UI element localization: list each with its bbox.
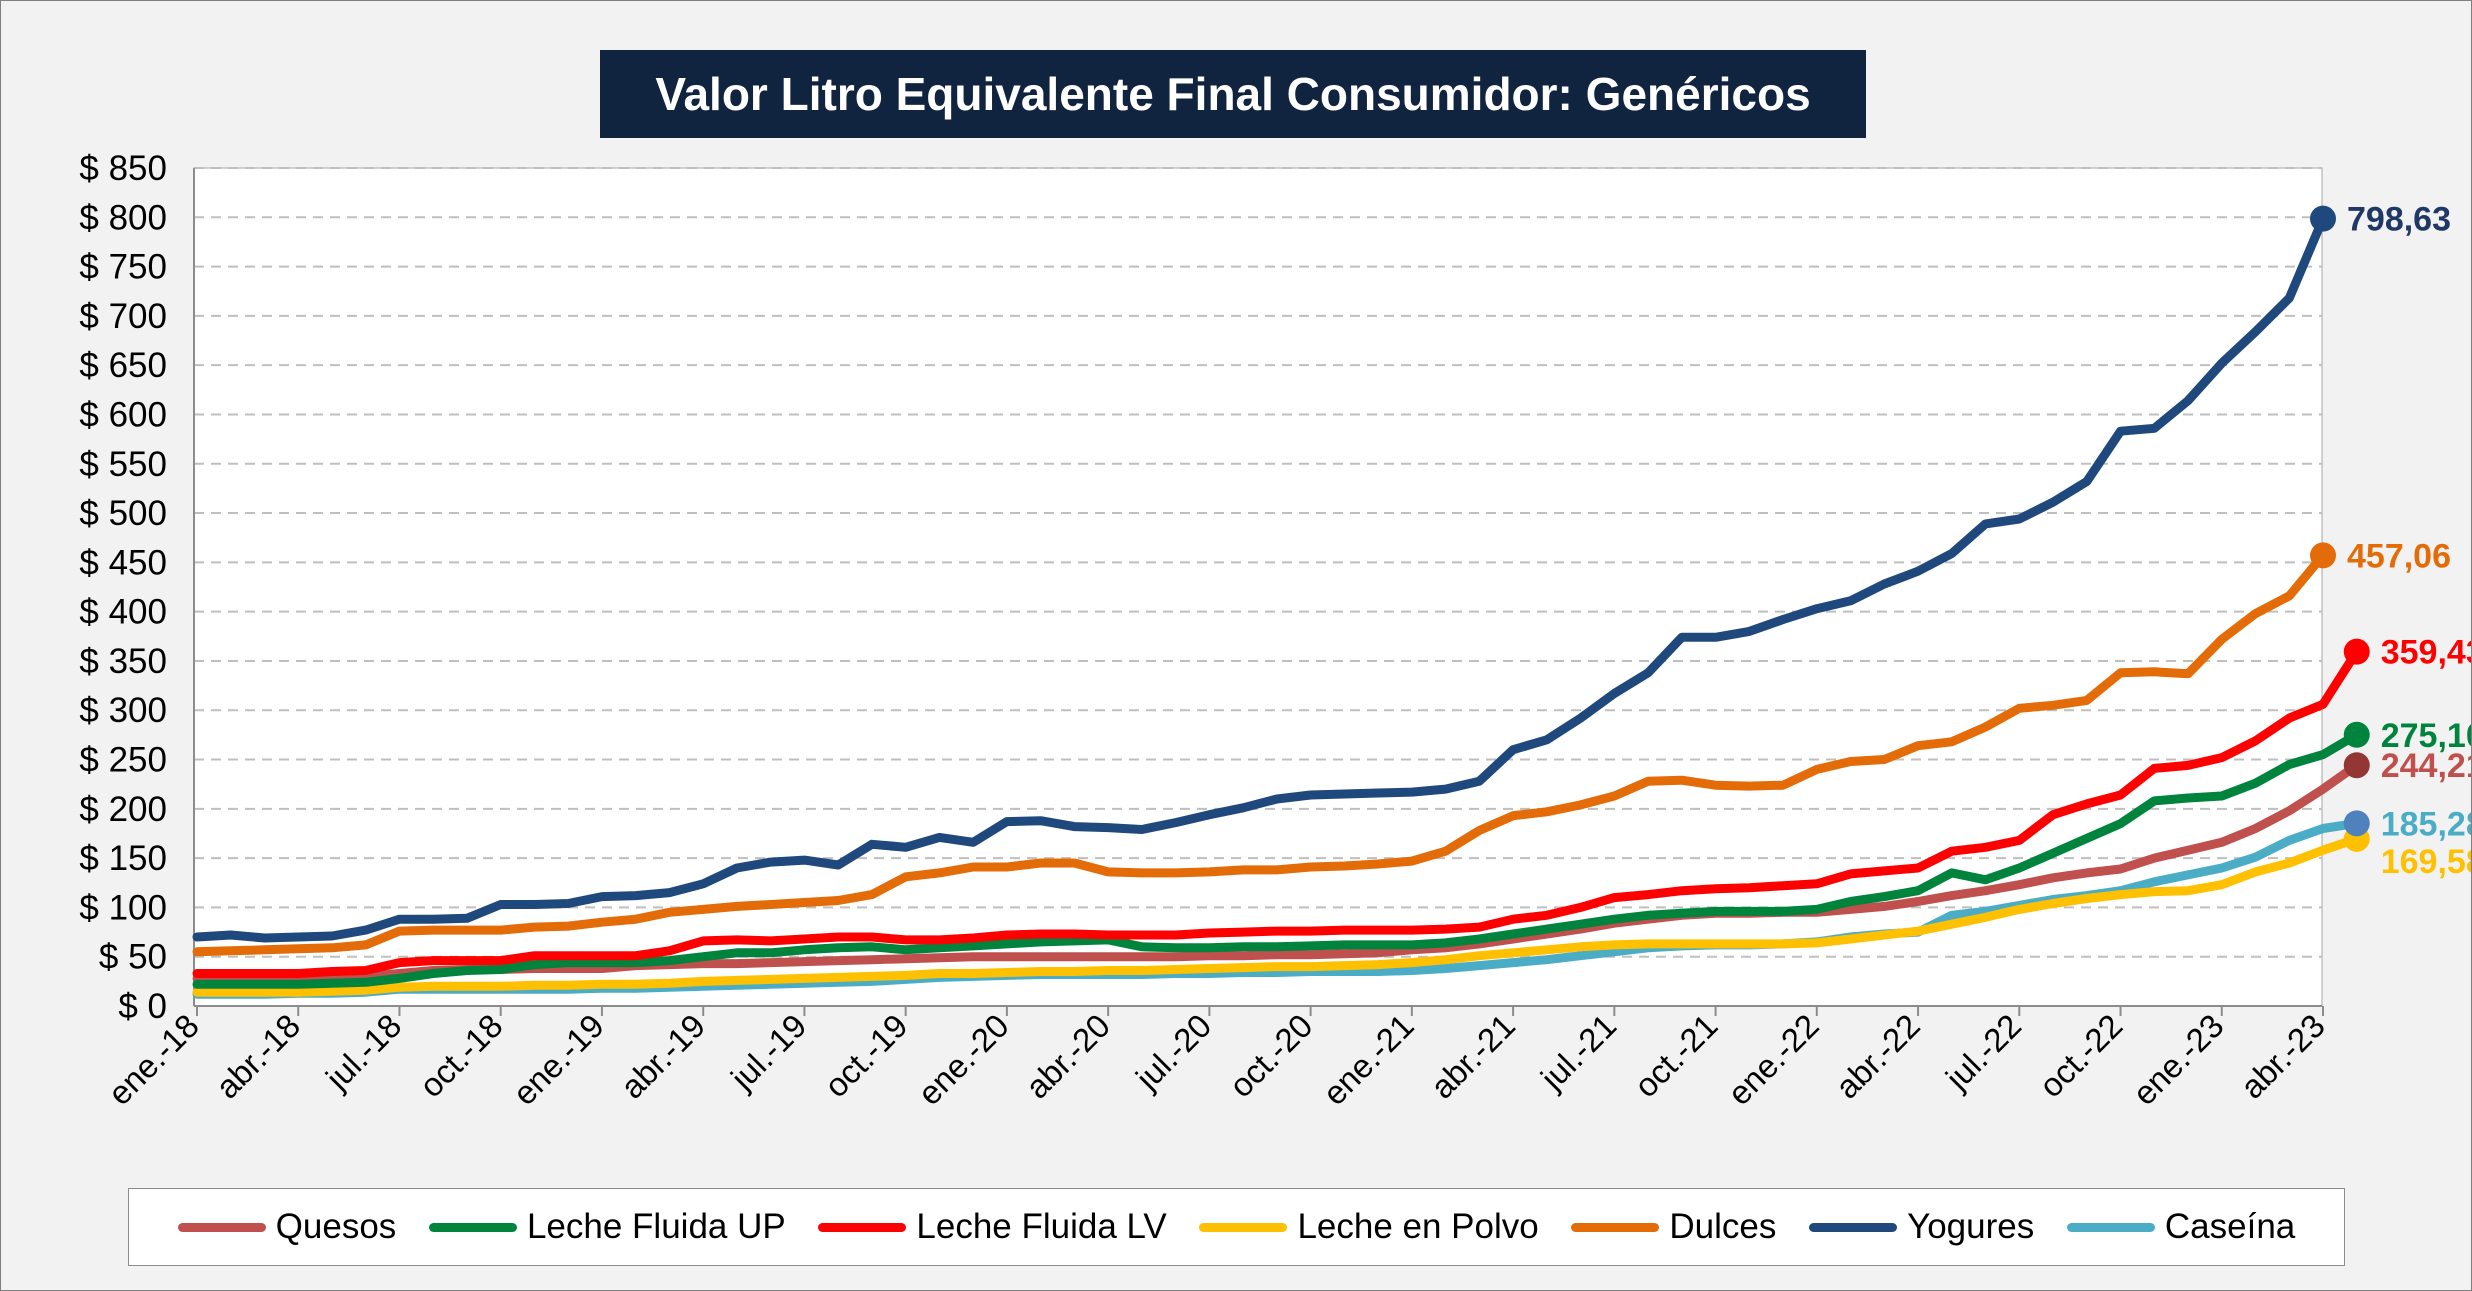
legend-label-yogures: Yogures [1907,1207,2035,1246]
end-value-label: 185,28 [2381,805,2471,843]
x-tick-label: abr.-22 [1828,1007,1927,1106]
end-value-label: 457,06 [2347,537,2451,575]
legend-swatch-dulces [1571,1222,1660,1232]
legend-label-caseina: Caseína [2164,1207,2296,1246]
x-tick-label: abr.-18 [208,1007,307,1106]
legend-swatch-leche-fluida-lv [818,1222,907,1232]
y-tick-label: $ 0 [118,987,167,1026]
legend-swatch-yogures [1809,1222,1898,1232]
legend-label-leche-fluida-up: Leche Fluida UP [526,1207,786,1246]
x-tick-label: oct.-18 [412,1007,510,1105]
y-tick-label: $ 800 [79,198,167,237]
end-value-label: 359,43 [2381,634,2471,672]
x-tick-label: abr.-23 [2233,1007,2332,1106]
legend-swatch-leche-en-polvo [1199,1222,1288,1232]
x-tick-label: ene.-23 [2125,1007,2230,1112]
legend-swatch-leche-fluida-up [428,1222,517,1232]
end-value-label: 275,10 [2381,717,2471,755]
y-tick-label: $ 100 [79,888,167,927]
legend-item-yogures: Yogures [1809,1207,2034,1247]
end-value-label: 169,58 [2381,843,2471,881]
end-markers-layer: 244,21275,10 359,43 169,58 457,06 798,63 185,… [2310,201,2471,881]
legend-label-quesos: Quesos [275,1207,397,1246]
series-line-dulces [192,550,2328,957]
x-tick-label: ene.-19 [506,1007,611,1112]
x-tick-label: oct.-20 [1222,1007,1320,1105]
end-marker [2310,542,2336,569]
y-axis: $ 0 $ 50 $ 100 $ 150 $ 200 $ 250 $ 300 $ 350 $ 4… [79,149,195,1026]
y-tick-label: $ 550 [79,445,167,484]
x-tick-label: jul.-20 [1128,1007,1218,1097]
legend: Quesos Leche Fluida UP Leche Fluida LV L… [128,1188,2345,1266]
legend-item-caseina: Caseína [2066,1207,2296,1247]
end-value-label: 798,63 [2347,201,2451,239]
series-layer [192,214,2362,999]
series-line-leche-en-polvo [192,834,2362,997]
legend-item-dulces: Dulces [1571,1207,1776,1247]
series-line-quesos [192,760,2362,983]
end-marker [2310,205,2336,232]
y-tick-label: $ 200 [79,790,167,829]
legend-label-leche-en-polvo: Leche en Polvo [1297,1207,1539,1246]
x-tick-label: oct.-21 [1627,1007,1725,1105]
x-tick-label: jul.-21 [1533,1007,1623,1097]
x-tick-label: ene.-22 [1720,1007,1825,1112]
y-tick-label: $ 650 [79,346,167,385]
y-tick-label: $ 700 [79,297,167,336]
series-line-yogures [192,214,2328,943]
end-marker [2343,752,2370,779]
x-tick-label: jul.-19 [723,1007,813,1097]
y-tick-label: $ 50 [99,938,167,977]
legend-swatch-quesos [177,1222,266,1232]
chart-title: Valor Litro Equivalente Final Consumidor… [655,68,1811,120]
end-marker [2343,721,2370,748]
x-tick-label: jul.-22 [1938,1007,2028,1097]
y-tick-label: $ 400 [79,593,167,632]
y-tick-label: $ 850 [79,149,167,188]
legend-swatch-caseina [2066,1222,2155,1232]
x-tick-label: oct.-19 [817,1007,915,1105]
series-line-leche-fluida-lv [192,647,2362,978]
x-tick-label: ene.-21 [1315,1007,1420,1112]
legend-item-quesos: Quesos [177,1207,397,1247]
legend-label-leche-fluida-lv: Leche Fluida LV [916,1207,1167,1246]
plot-area [193,167,2323,1007]
y-tick-label: $ 450 [79,543,167,582]
y-tick-label: $ 500 [79,494,167,533]
x-tick-label: abr.-21 [1423,1007,1522,1106]
x-tick-label: abr.-20 [1018,1007,1117,1106]
legend-item-leche-fluida-lv: Leche Fluida LV [818,1207,1167,1247]
x-tick-label: ene.-20 [911,1007,1016,1112]
y-tick-label: $ 600 [79,395,167,434]
end-marker [2343,810,2370,837]
y-tick-label: $ 150 [79,839,167,878]
grid-layer [194,167,2322,958]
end-marker [2343,638,2370,665]
legend-item-leche-en-polvo: Leche en Polvo [1199,1207,1539,1247]
y-tick-label: $ 250 [79,741,167,780]
legend-item-leche-fluida-up: Leche Fluida UP [428,1207,786,1247]
end-value-label: 244,21 [2381,747,2471,785]
series-line-leche-fluida-up [192,730,2362,989]
y-tick-label: $ 750 [79,248,167,287]
x-tick-label: abr.-19 [613,1007,712,1106]
y-tick-label: $ 350 [79,642,167,681]
x-tick-label: oct.-22 [2032,1007,2130,1105]
chart-title-box: Valor Litro Equivalente Final Consumidor… [600,50,1866,138]
legend-label-dulces: Dulces [1669,1207,1777,1246]
x-tick-label: jul.-18 [318,1007,408,1097]
y-tick-label: $ 300 [79,691,167,730]
